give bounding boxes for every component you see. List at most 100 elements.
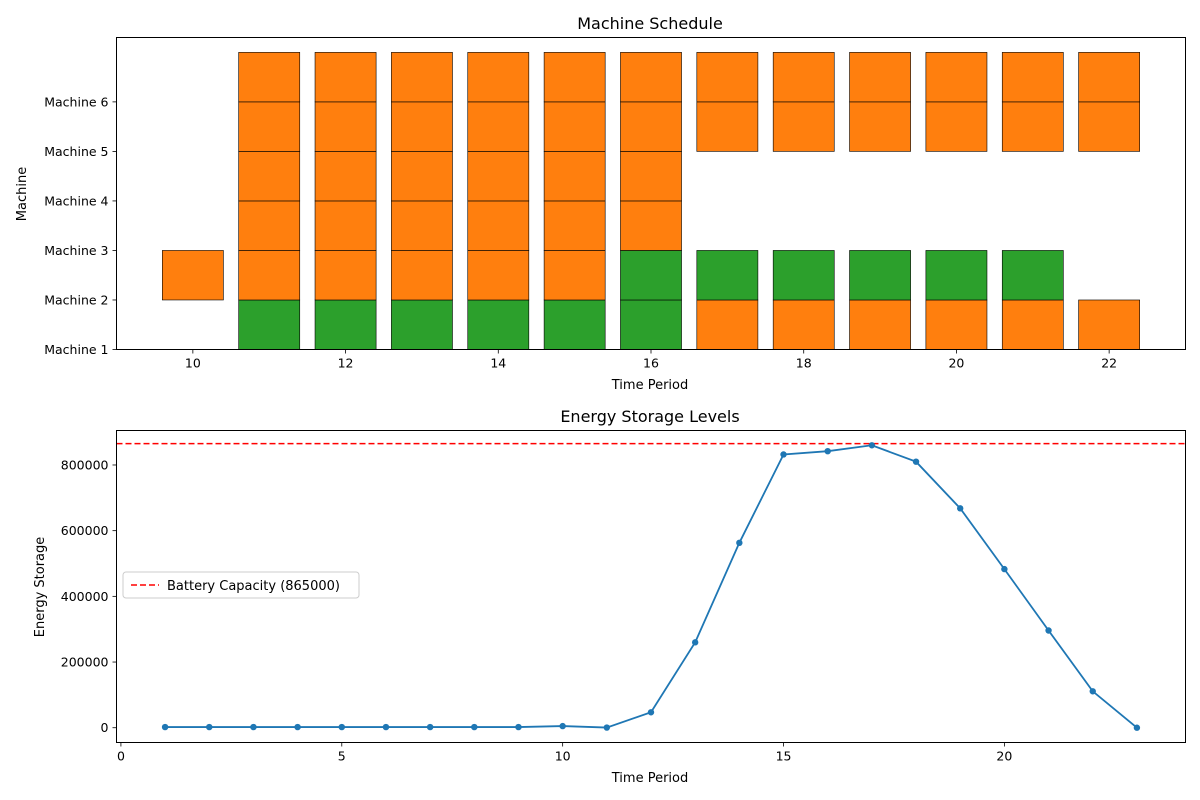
schedule-block: [391, 52, 453, 103]
energy-y-ticks: 0 200000 400000 600000 800000: [61, 457, 117, 735]
energy-point: [691, 639, 699, 646]
schedule-block: [543, 151, 606, 202]
machine-schedule-chart: Machine Schedule 10 12 14 16 18 20 22 Machine …: [15, 14, 1186, 393]
x-tick-label: 10: [185, 356, 201, 371]
schedule-block: [849, 250, 911, 301]
schedule-block: [314, 299, 377, 350]
energy-y-label: Energy Storage: [33, 537, 48, 638]
schedule-block: [543, 200, 606, 251]
x-tick-label: 14: [490, 356, 506, 371]
x-tick-label: 5: [338, 749, 346, 764]
schedule-block: [696, 52, 759, 103]
schedule-block: [925, 299, 988, 350]
legend-capacity-label: Battery Capacity (865000): [167, 579, 340, 594]
schedule-block: [314, 52, 377, 103]
energy-x-label: Time Period: [611, 771, 688, 786]
y-tick-label: Machine 1: [44, 342, 108, 357]
schedule-block: [543, 101, 606, 152]
schedule-blocks: [162, 52, 1140, 350]
schedule-block: [925, 101, 988, 152]
energy-point: [957, 505, 964, 512]
y-tick-label: 200000: [61, 655, 109, 670]
schedule-block: [238, 151, 301, 202]
x-tick-label: 10: [555, 749, 571, 764]
schedule-block: [391, 151, 453, 202]
energy-point: [515, 723, 522, 731]
schedule-block: [314, 101, 377, 152]
schedule-block: [1001, 299, 1064, 350]
legend: Battery Capacity (865000): [122, 571, 360, 599]
energy-point: [338, 723, 345, 731]
energy-points: [161, 442, 1141, 731]
schedule-block: [467, 101, 530, 152]
schedule-block: [849, 299, 911, 350]
schedule-block: [238, 200, 301, 251]
schedule-block: [1001, 101, 1064, 152]
schedule-block: [925, 52, 988, 103]
y-tick-label: 600000: [61, 523, 109, 538]
x-tick-label: 12: [338, 356, 354, 371]
y-tick-label: 400000: [61, 589, 109, 604]
schedule-block: [620, 250, 682, 301]
x-tick-label: 20: [996, 749, 1012, 764]
energy-title: Energy Storage Levels: [560, 407, 739, 426]
schedule-block: [391, 250, 453, 301]
schedule-block: [238, 52, 301, 103]
schedule-block: [1001, 52, 1064, 103]
energy-point: [647, 709, 655, 716]
x-tick-label: 22: [1101, 356, 1117, 371]
schedule-block: [1001, 250, 1064, 301]
energy-storage-chart: Energy Storage Levels 0 5 10 15 20 0 200000 40…: [33, 407, 1186, 786]
energy-point: [736, 539, 743, 547]
schedule-block: [543, 250, 606, 301]
schedule-block: [314, 200, 377, 251]
energy-point: [1133, 724, 1141, 731]
energy-point: [426, 723, 434, 731]
x-tick-label: 16: [643, 356, 659, 371]
schedule-block: [467, 250, 530, 301]
schedule-block: [620, 151, 682, 202]
y-tick-label: Machine 4: [44, 193, 108, 208]
schedule-block: [238, 101, 301, 152]
y-tick-label: Machine 3: [44, 243, 108, 258]
schedule-block: [238, 299, 301, 350]
schedule-block: [696, 299, 759, 350]
energy-point: [471, 723, 478, 731]
schedule-block: [391, 101, 453, 152]
schedule-block: [162, 250, 224, 301]
schedule-block: [467, 200, 530, 251]
x-tick-label: 18: [796, 356, 812, 371]
schedule-block: [391, 299, 453, 350]
schedule-y-ticks: Machine 1 Machine 2 Machine 3 Machine 4 Mach…: [44, 94, 117, 357]
energy-point: [250, 723, 257, 731]
y-tick-label: 800000: [61, 457, 109, 472]
energy-point: [780, 451, 787, 458]
schedule-block: [314, 250, 377, 301]
schedule-block: [391, 200, 453, 251]
schedule-x-label: Time Period: [611, 378, 688, 393]
schedule-block: [772, 52, 835, 103]
energy-point: [912, 458, 920, 465]
schedule-block: [620, 52, 682, 103]
schedule-block: [772, 250, 835, 301]
energy-point: [1045, 627, 1052, 634]
x-tick-label: 0: [117, 749, 125, 764]
schedule-block: [1078, 101, 1140, 152]
schedule-title: Machine Schedule: [577, 14, 723, 33]
schedule-block: [849, 101, 911, 152]
schedule-block: [620, 200, 682, 251]
y-tick-label: 0: [101, 720, 109, 735]
energy-point: [824, 447, 831, 455]
schedule-block: [772, 101, 835, 152]
energy-point: [1089, 688, 1096, 695]
schedule-x-ticks: 10 12 14 16 18 20 22: [185, 349, 1117, 371]
schedule-block: [1078, 52, 1140, 103]
y-tick-label: Machine 5: [44, 144, 108, 159]
energy-point: [382, 723, 390, 731]
schedule-block: [467, 151, 530, 202]
schedule-block: [620, 299, 682, 350]
schedule-y-label: Machine: [15, 167, 30, 221]
schedule-block: [620, 101, 682, 152]
legend-box: [122, 571, 360, 599]
x-tick-label: 15: [776, 749, 792, 764]
